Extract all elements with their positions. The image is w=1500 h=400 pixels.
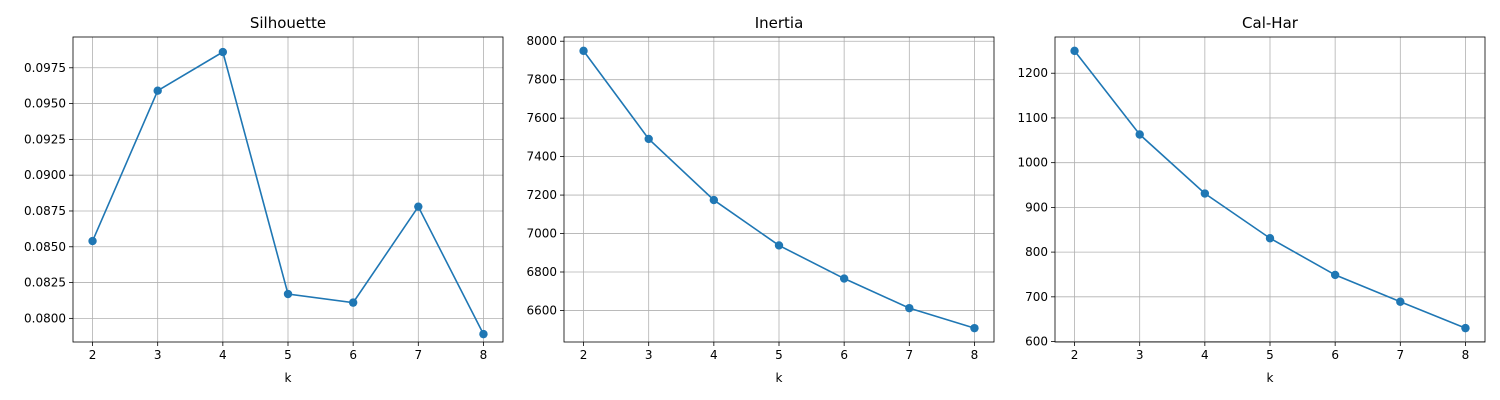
x-tick-label: 4: [710, 348, 718, 362]
y-tick-label: 0.0975: [24, 61, 66, 75]
x-tick-label: 3: [645, 348, 653, 362]
data-point: [1200, 189, 1210, 198]
chart-title: Silhouette: [250, 14, 326, 32]
y-tick-label: 7800: [526, 73, 557, 87]
x-tick-label: 7: [905, 348, 913, 362]
x-tick-label: 5: [775, 348, 783, 362]
y-tick-label: 1100: [1017, 111, 1048, 125]
x-tick-label: 2: [580, 348, 588, 362]
data-point: [774, 241, 784, 250]
x-tick-label: 6: [1331, 348, 1339, 362]
y-tick-label: 7200: [526, 188, 557, 202]
x-tick-label: 7: [414, 348, 422, 362]
y-tick-label: 0.0825: [24, 276, 66, 290]
chart-title: Cal-Har: [1242, 14, 1299, 32]
y-tick-label: 1000: [1017, 156, 1048, 170]
x-axis-label: k: [1267, 371, 1274, 385]
data-point: [579, 46, 588, 56]
chart-panel-2: 2 3 4 5 6 7 8 6600 6800 7000 7200 7400 7600 7800 8000 I…: [526, 14, 995, 385]
data-point: [1265, 234, 1275, 243]
y-tick-label: 0.0925: [24, 132, 66, 146]
data-point: [1461, 323, 1470, 333]
y-tick-label: 800: [1025, 245, 1048, 259]
y-tick-label: 0.0950: [24, 97, 66, 111]
data-point: [1330, 270, 1340, 280]
y-tick-label: 8000: [526, 34, 557, 48]
y-tick-label: 700: [1025, 290, 1048, 304]
data-point: [479, 329, 488, 339]
chart-title: Inertia: [755, 14, 804, 32]
data-point: [644, 134, 653, 144]
x-tick-label: 4: [219, 348, 227, 362]
data-point: [1396, 297, 1405, 306]
x-tick-label: 8: [1462, 348, 1470, 362]
x-tick-label: 6: [349, 348, 357, 362]
x-axis-label: k: [776, 371, 783, 385]
y-tick-label: 7400: [526, 150, 557, 164]
x-tick-label: 4: [1201, 348, 1209, 362]
x-tick-label: 2: [89, 348, 97, 362]
y-tick-label: 0.0800: [24, 311, 66, 325]
x-tick-label: 3: [1136, 348, 1144, 362]
x-tick-label: 7: [1396, 348, 1404, 362]
y-tick-label: 6600: [526, 303, 557, 317]
chart-panel-3: 2 3 4 5 6 7 8 600 700 800 900 1000 1100 1200 Cal-Har k: [1017, 14, 1486, 385]
y-tick-label: 0.0875: [24, 204, 66, 218]
y-tick-label: 7000: [526, 227, 557, 241]
data-point: [970, 323, 979, 333]
data-point: [88, 236, 97, 246]
data-point: [414, 202, 423, 211]
data-point: [153, 86, 162, 95]
x-tick-label: 5: [1266, 348, 1274, 362]
data-point: [1135, 130, 1144, 139]
x-tick-label: 3: [154, 348, 162, 362]
x-tick-label: 5: [284, 348, 292, 362]
y-tick-label: 0.0850: [24, 240, 66, 254]
chart-panel-1: 2 3 4 5 6 7 8 0.0800 0.0825 0.0850 0.0875 0.0900 0.0…: [24, 14, 504, 385]
data-point: [348, 298, 358, 307]
y-tick-label: 7600: [526, 111, 557, 125]
data-point: [839, 274, 849, 283]
y-tick-label: 900: [1025, 200, 1048, 214]
data-point: [283, 289, 293, 299]
y-tick-label: 1200: [1017, 66, 1048, 80]
x-tick-label: 8: [480, 348, 488, 362]
data-point: [709, 195, 719, 205]
y-tick-label: 6800: [526, 265, 557, 279]
data-point: [218, 47, 228, 57]
data-point: [1070, 46, 1079, 56]
data-point: [905, 303, 914, 313]
x-tick-label: 2: [1071, 348, 1079, 362]
x-tick-label: 6: [840, 348, 848, 362]
y-tick-label: 600: [1025, 335, 1048, 349]
x-axis-label: k: [285, 371, 292, 385]
y-tick-label: 0.0900: [24, 168, 66, 182]
x-tick-label: 8: [971, 348, 979, 362]
